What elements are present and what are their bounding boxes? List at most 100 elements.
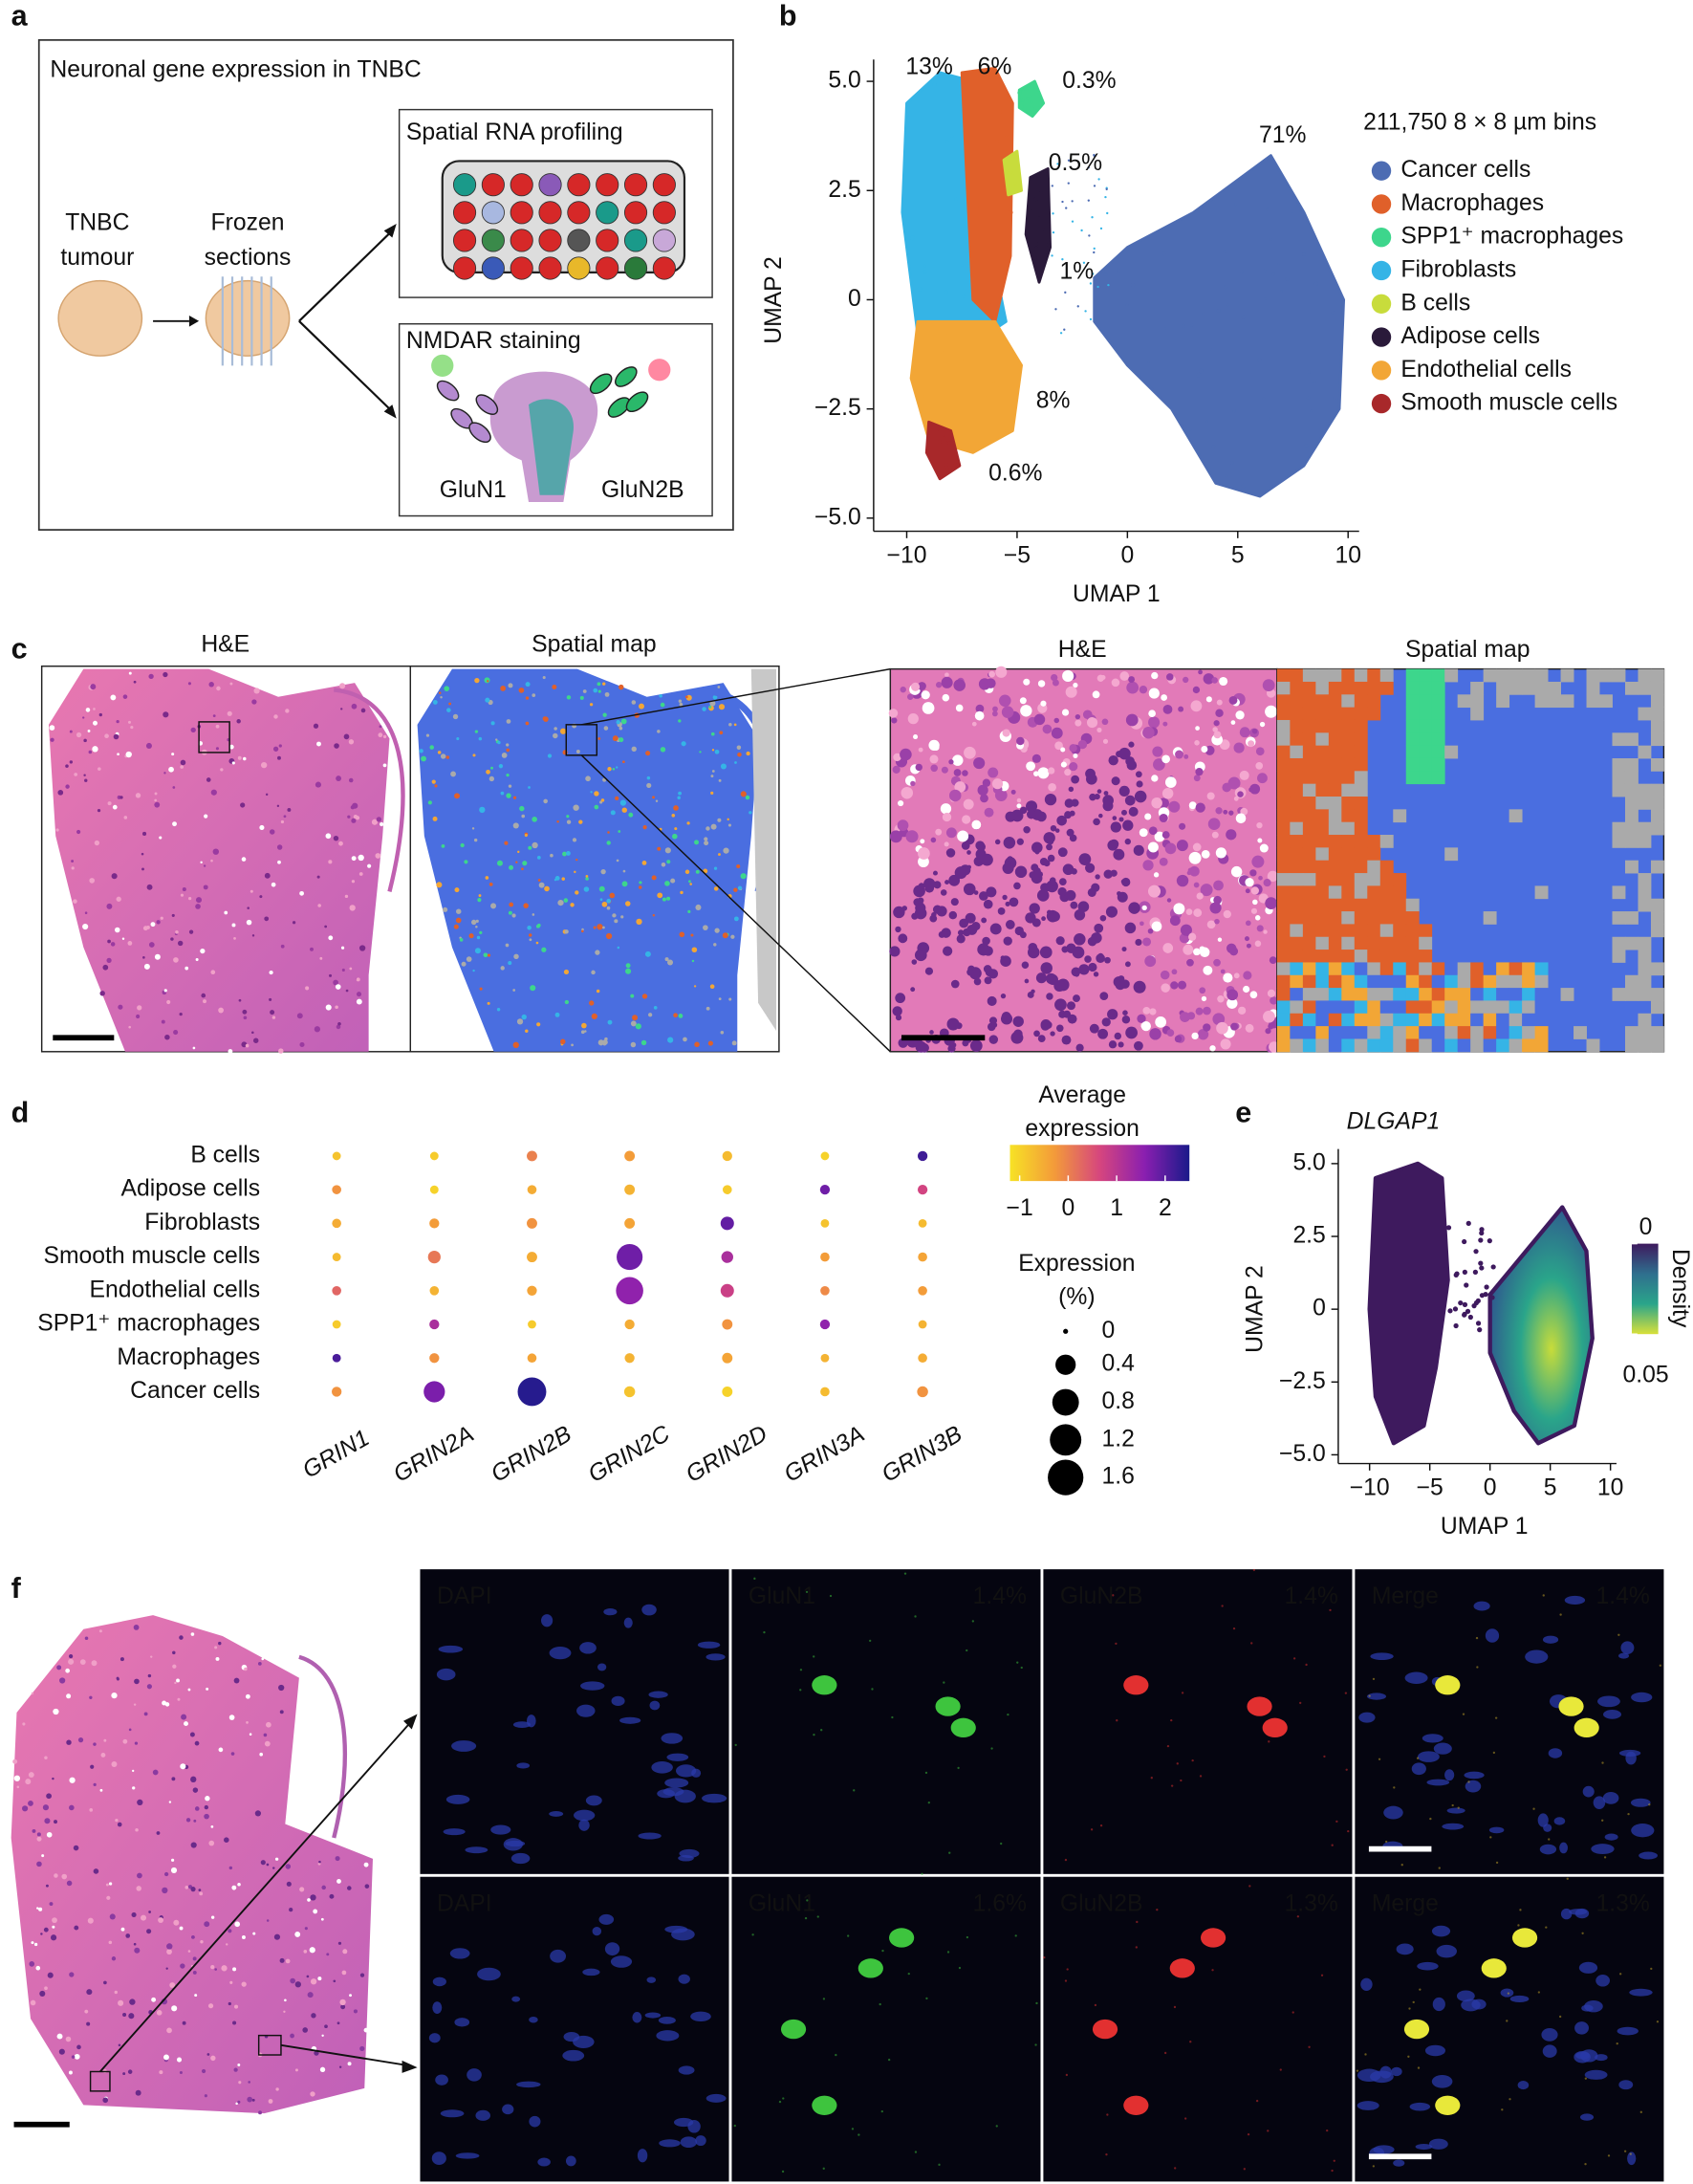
- signal-spot: [1200, 1928, 1226, 1948]
- he-texture: [1068, 786, 1074, 793]
- he-texture: [128, 671, 132, 675]
- he-texture: [329, 973, 333, 977]
- spatial-bin: [1354, 1013, 1368, 1027]
- he-texture: [119, 796, 123, 799]
- he-texture: [325, 1004, 332, 1011]
- spatial-texture: [694, 1041, 700, 1048]
- spatial-bin: [1624, 771, 1639, 785]
- signal-speck: [1333, 2159, 1335, 2162]
- spatial-texture: [584, 1030, 587, 1033]
- he-texture: [187, 1688, 191, 1692]
- he-texture: [190, 1842, 197, 1848]
- he-texture: [1026, 761, 1035, 772]
- spatial-bin: [1599, 668, 1613, 683]
- he-texture: [210, 1915, 215, 1919]
- umap-point: [1065, 207, 1068, 209]
- nucleus: [644, 2012, 662, 2019]
- signal-spot: [950, 1717, 976, 1738]
- he-texture: [1195, 768, 1204, 776]
- he-texture: [1223, 809, 1228, 815]
- umap-point: [953, 463, 958, 468]
- spatial-bin: [1315, 847, 1330, 862]
- spatial-texture: [500, 791, 505, 796]
- spatial-bin: [1624, 835, 1639, 848]
- he-texture: [198, 1889, 202, 1892]
- he-texture: [84, 2009, 89, 2014]
- spatial-bin: [1302, 719, 1316, 733]
- spatial-bin: [1419, 936, 1433, 950]
- signal-spot: [1403, 2019, 1430, 2040]
- he-texture: [273, 714, 278, 719]
- he-texture: [1126, 681, 1140, 694]
- he-texture: [371, 819, 379, 825]
- he-texture: [1250, 907, 1258, 914]
- dot: [616, 1277, 643, 1305]
- he-texture: [135, 1828, 139, 1832]
- he-texture: [1216, 699, 1223, 706]
- nucleus: [638, 1832, 662, 1840]
- spatial-texture: [583, 886, 590, 892]
- spatial-texture: [490, 721, 495, 726]
- signal-speck: [1407, 2055, 1410, 2058]
- colorbar-tick-label: −1: [1007, 1195, 1033, 1221]
- he-texture: [991, 710, 998, 717]
- spatial-bin: [1354, 924, 1368, 938]
- he-texture: [156, 1831, 161, 1835]
- panel-title: H&E: [1058, 637, 1107, 663]
- he-texture: [1060, 761, 1067, 768]
- spatial-bin: [1302, 962, 1316, 976]
- nucleus: [648, 1691, 668, 1698]
- he-texture: [344, 894, 349, 899]
- fluorescence-image: [1043, 1876, 1353, 2182]
- spatial-texture: [506, 719, 511, 724]
- signal-speck: [1400, 1864, 1403, 1867]
- he-texture: [76, 829, 81, 835]
- spatial-bin: [1444, 1026, 1459, 1039]
- he-texture: [965, 912, 976, 924]
- he-texture: [1160, 970, 1170, 980]
- he-texture: [289, 1908, 293, 1912]
- umap-point: [1031, 209, 1034, 213]
- spatial-bin: [1560, 694, 1574, 709]
- he-texture: [1041, 916, 1046, 922]
- spatial-bin: [1431, 1000, 1445, 1015]
- dot: [429, 1353, 440, 1364]
- umap-point: [923, 264, 926, 268]
- umap-point: [944, 462, 949, 468]
- he-texture: [1144, 813, 1152, 820]
- spatial-bin: [1650, 860, 1664, 874]
- size-title: Expression: [1018, 1251, 1135, 1277]
- he-texture: [1074, 909, 1086, 921]
- he-texture: [343, 733, 350, 740]
- signal-speck: [1183, 2117, 1187, 2120]
- signal-speck: [751, 1933, 754, 1936]
- nucleus: [697, 1641, 721, 1649]
- spatial-bin: [1341, 757, 1356, 772]
- spatial-bin: [1276, 1026, 1291, 1039]
- he-texture: [148, 1911, 152, 1913]
- signal-speck: [1166, 1744, 1170, 1748]
- spatial-bin: [1534, 1000, 1549, 1015]
- signal-speck: [1094, 2003, 1097, 2007]
- spatial-texture: [496, 860, 503, 866]
- he-texture: [1192, 842, 1202, 852]
- he-texture: [1139, 685, 1148, 694]
- he-texture: [1133, 980, 1146, 994]
- he-texture: [984, 976, 992, 985]
- spatial-texture: [498, 763, 504, 769]
- spatial-texture: [699, 751, 702, 753]
- spatial-bin: [1638, 668, 1652, 683]
- he-texture: [206, 2053, 210, 2056]
- spatial-bin: [1522, 1038, 1536, 1053]
- signal-spot: [812, 2095, 837, 2115]
- cluster-share: 8%: [1036, 388, 1071, 414]
- he-texture: [1074, 972, 1080, 977]
- spatial-bin: [1534, 974, 1549, 989]
- signal-speck: [778, 2100, 782, 2104]
- he-texture: [133, 1624, 140, 1630]
- umap-point: [947, 441, 952, 446]
- umap-point: [954, 197, 958, 202]
- he-texture: [90, 684, 97, 690]
- size-title: (%): [1058, 1284, 1095, 1310]
- spatial-texture: [737, 885, 743, 890]
